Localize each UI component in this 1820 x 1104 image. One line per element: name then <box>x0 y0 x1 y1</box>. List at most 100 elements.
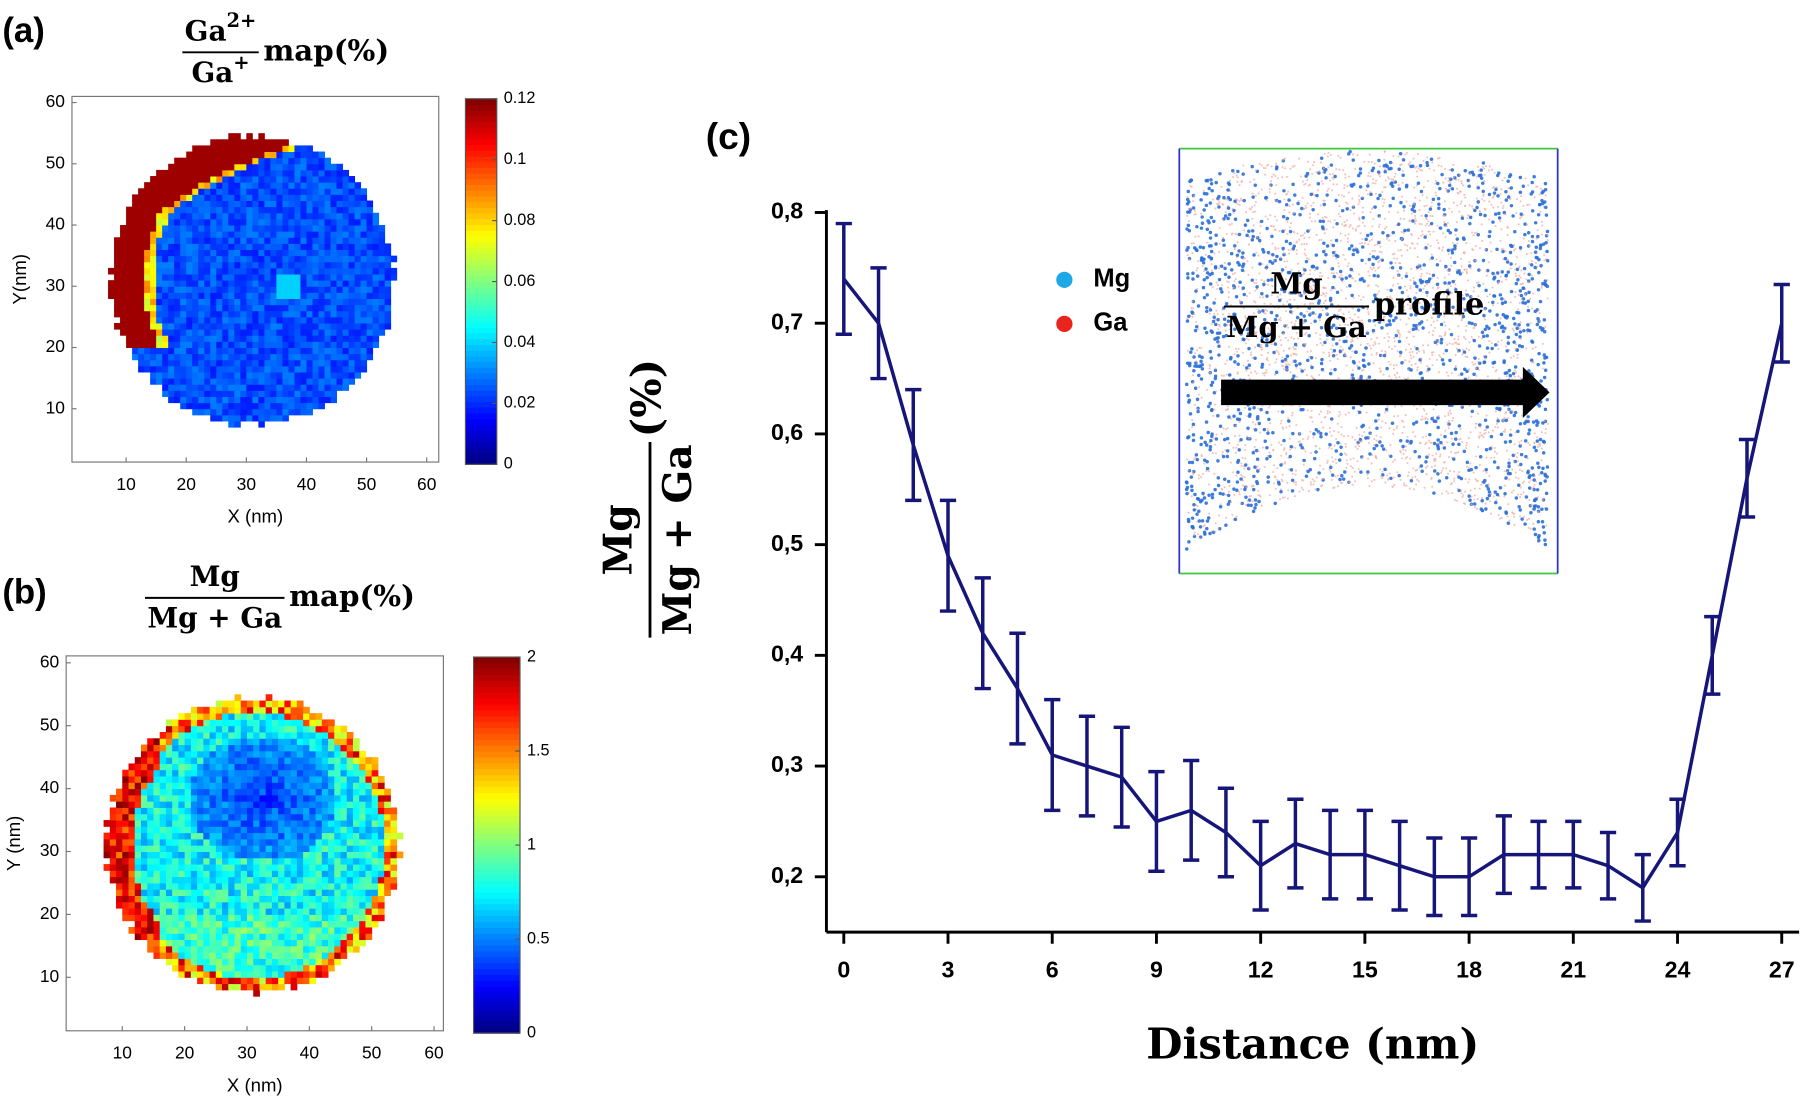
map-pixel <box>122 895 129 903</box>
map-pixel <box>258 255 265 263</box>
map-pixel <box>276 280 283 287</box>
map-pixel <box>222 757 229 764</box>
map-pixel <box>174 176 181 183</box>
map-pixel <box>190 725 198 733</box>
inset-mg-atom <box>1201 246 1206 250</box>
map-pixel <box>186 194 193 201</box>
map-pixel <box>174 335 181 342</box>
colorbar-segment <box>473 939 520 946</box>
map-pixel <box>228 378 235 385</box>
map-pixel <box>309 964 317 972</box>
map-pixel <box>372 280 380 287</box>
map-pixel <box>312 267 319 275</box>
map-pixel <box>315 864 323 871</box>
map-pixel <box>246 927 254 934</box>
inset-ga-atom <box>1200 346 1203 350</box>
inset-mg-atom <box>1193 492 1197 497</box>
map-pixel <box>162 335 169 342</box>
map-pixel <box>372 304 380 312</box>
map-pixel <box>253 713 260 720</box>
map-pixel <box>216 212 223 220</box>
map-pixel <box>168 255 175 263</box>
map-pixel <box>209 952 217 959</box>
inset-ga-atom <box>1266 217 1269 221</box>
map-pixel <box>228 157 235 165</box>
map-pixel <box>150 365 157 373</box>
map-pixel <box>240 194 247 201</box>
map-pixel <box>222 901 229 909</box>
map-pixel <box>264 182 271 189</box>
map-pixel <box>234 200 241 208</box>
inset-mg-atom <box>1484 447 1489 452</box>
map-pixel <box>150 267 157 275</box>
map-pixel <box>252 396 259 404</box>
map-pixel <box>330 310 337 318</box>
map-pixel <box>156 200 163 208</box>
inset-mg-atom <box>1361 245 1365 249</box>
map-pixel <box>246 341 253 348</box>
colorbar-segment <box>465 127 497 134</box>
map-pixel <box>234 151 241 159</box>
colorbar-segment <box>473 845 520 852</box>
map-pixel <box>270 335 277 342</box>
map-pixel <box>215 964 223 972</box>
map-pixel <box>128 882 136 890</box>
map-pixel <box>168 200 175 208</box>
map-pixel <box>296 851 304 859</box>
map-pixel <box>186 225 193 232</box>
inset-mg-atom <box>1381 230 1385 235</box>
inset-ga-atom <box>1309 451 1313 455</box>
map-pixel <box>190 845 198 852</box>
map-pixel <box>354 292 362 299</box>
inset-ga-atom <box>1258 232 1262 235</box>
map-pixel <box>209 744 217 752</box>
map-pixel <box>270 316 277 324</box>
map-pixel <box>296 914 304 922</box>
map-pixel <box>259 719 267 727</box>
map-pixel <box>315 731 323 739</box>
map-pixel <box>228 304 235 312</box>
map-pixel <box>144 286 151 293</box>
map-pixel <box>172 738 179 746</box>
map-pixel <box>184 788 192 796</box>
map-pixel <box>197 964 204 972</box>
map-pixel <box>270 200 277 208</box>
map-pixel <box>303 801 310 808</box>
map-pixel <box>162 182 169 189</box>
map-pixel <box>318 212 325 220</box>
inset-ga-atom <box>1271 242 1274 245</box>
map-pixel <box>204 225 211 232</box>
map-pixel <box>234 274 241 281</box>
map-pixel <box>190 738 198 746</box>
map-pixel <box>172 763 179 771</box>
map-pixel <box>114 249 121 257</box>
map-pixel <box>178 927 186 934</box>
map-pixel <box>321 719 329 727</box>
inset-mg-atom <box>1298 213 1302 217</box>
colorbar-segment <box>473 662 520 670</box>
map-pixel <box>315 870 323 878</box>
map-pixel <box>278 901 285 909</box>
map-pixel <box>328 958 335 966</box>
map-pixel <box>278 788 285 796</box>
inset-ga-atom <box>1528 443 1531 447</box>
inset-ga-atom <box>1214 452 1218 455</box>
map-pixel <box>264 329 271 336</box>
map-pixel <box>203 801 211 808</box>
inset-ga-atom <box>1367 174 1370 177</box>
map-pixel <box>240 838 248 846</box>
map-pixel <box>197 870 204 878</box>
map-pixel <box>309 744 317 752</box>
map-pixel <box>234 939 242 947</box>
map-pixel <box>234 788 242 796</box>
map-pixel <box>178 801 186 808</box>
map-pixel <box>306 384 313 391</box>
map-pixel <box>321 757 329 764</box>
map-pixel <box>240 983 248 991</box>
map-pixel <box>209 838 217 846</box>
map-pixel <box>159 876 167 884</box>
map-pixel <box>258 157 265 165</box>
map-pixel <box>174 194 181 201</box>
map-pixel <box>290 776 298 783</box>
map-pixel <box>109 820 117 827</box>
